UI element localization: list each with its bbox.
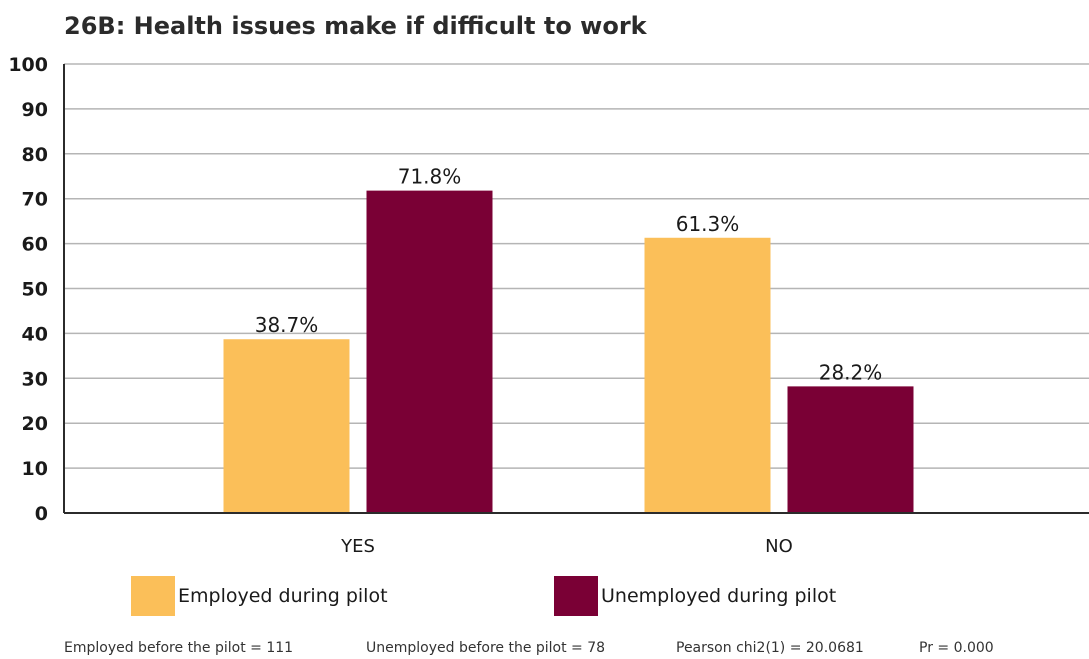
legend-label-employed: Employed during pilot [178, 585, 388, 607]
legend-label-unemployed: Unemployed during pilot [601, 585, 837, 607]
bar [644, 237, 771, 512]
y-tick-label: 20 [22, 413, 48, 435]
data-label: 28.2% [819, 360, 883, 384]
footnote-p-value: Pr = 0.000 [919, 640, 994, 656]
legend-swatch-employed [131, 576, 175, 616]
y-tick-label: 10 [22, 458, 48, 480]
y-tick-label: 30 [22, 368, 48, 390]
bar [223, 339, 350, 512]
y-tick-label: 100 [8, 54, 48, 76]
data-label: 71.8% [398, 165, 462, 189]
y-tick-label: 90 [22, 99, 48, 121]
bar-chart: 0 10 20 30 40 50 60 70 80 90 100 38.7% 71.8% YES 61.3%… [8, 54, 1089, 557]
x-category-label: NO [765, 536, 793, 557]
bar [787, 386, 914, 512]
legend-swatch-unemployed [554, 576, 598, 616]
y-tick-label: 80 [22, 144, 48, 166]
chart-title: 26B: Health issues make if difficult to … [64, 12, 647, 40]
footnote-employed-count: Employed before the pilot = 111 [64, 640, 294, 656]
y-tick-label: 40 [22, 323, 48, 345]
y-tick-label: 60 [22, 234, 48, 256]
data-label: 38.7% [255, 313, 319, 337]
footnote-chi2: Pearson chi2(1) = 20.0681 [676, 640, 864, 656]
legend-item-employed: Employed during pilot [131, 576, 388, 616]
y-tick-label: 70 [22, 189, 48, 211]
footnote-unemployed-count: Unemployed before the pilot = 78 [366, 640, 606, 656]
x-category-label: YES [340, 536, 375, 557]
bar [366, 190, 493, 513]
y-tick-label: 0 [35, 503, 48, 525]
data-label: 61.3% [676, 212, 740, 236]
legend-item-unemployed: Unemployed during pilot [554, 576, 836, 616]
y-tick-label: 50 [22, 279, 48, 301]
